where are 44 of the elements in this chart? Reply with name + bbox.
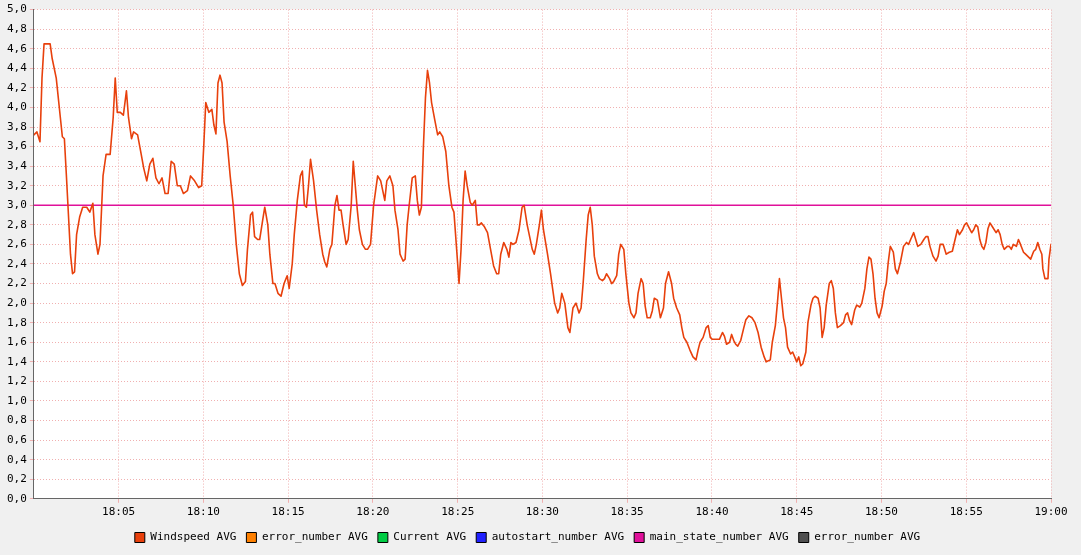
y-tick-label: 1,0	[6, 393, 27, 407]
legend-label: error_number AVG	[814, 530, 921, 544]
y-tick-label: 0,2	[6, 472, 27, 486]
x-tick-label: 18:40	[695, 505, 729, 519]
x-tick-label: 18:15	[271, 505, 305, 519]
y-tick-label: 2,2	[6, 276, 27, 290]
y-tick-label: 2,4	[6, 256, 28, 270]
y-tick-label: 0,8	[6, 413, 27, 427]
x-tick-label: 18:50	[864, 505, 899, 519]
y-tick-label: 0,6	[6, 432, 27, 446]
legend-label: Current AVG	[393, 530, 467, 544]
y-tick-label: 3,4	[6, 159, 28, 172]
y-tick-label: 4,2	[6, 80, 27, 94]
y-tick-label: 1,2	[6, 374, 27, 388]
x-tick-label: 18:05	[102, 505, 136, 519]
y-tick-label: 2,8	[6, 217, 27, 231]
y-tick-label: 4,6	[6, 41, 27, 55]
y-tick-label: 3,8	[6, 119, 27, 133]
legend-label: autostart_number AVG	[491, 530, 625, 544]
x-tick-label: 18:25	[441, 505, 475, 519]
y-tick-label: 1,8	[6, 315, 27, 329]
y-tick-label: 4,4	[6, 61, 28, 75]
y-tick-label: 2,6	[6, 237, 27, 251]
x-tick-label: 18:55	[949, 505, 983, 519]
x-tick-label: 18:45	[780, 505, 814, 519]
y-tick-label: 1,6	[6, 335, 27, 349]
x-tick-label: 19:00	[1034, 505, 1068, 519]
y-tick-label: 3,6	[6, 139, 27, 153]
y-tick-label: 4,0	[6, 100, 27, 114]
legend-label: main_state_number AVG	[649, 530, 789, 544]
y-tick-label: 5,0	[6, 2, 27, 16]
y-tick-label: 0,0	[6, 491, 27, 505]
legend-label: error_number AVG	[261, 530, 368, 544]
y-tick-label: 3,0	[6, 198, 27, 212]
y-tick-label: 4,8	[6, 22, 27, 36]
x-tick-label: 18:35	[610, 505, 644, 519]
legend-label: Windspeed AVG	[150, 530, 237, 544]
x-tick-label: 18:10	[186, 505, 220, 519]
y-tick-label: 3,2	[6, 178, 27, 192]
x-tick-label: 18:30	[525, 505, 559, 519]
y-tick-label: 2,0	[6, 295, 27, 309]
y-tick-label: 1,4	[6, 354, 28, 368]
x-tick-label: 18:20	[356, 505, 390, 519]
y-tick-label: 0,4	[6, 452, 28, 466]
